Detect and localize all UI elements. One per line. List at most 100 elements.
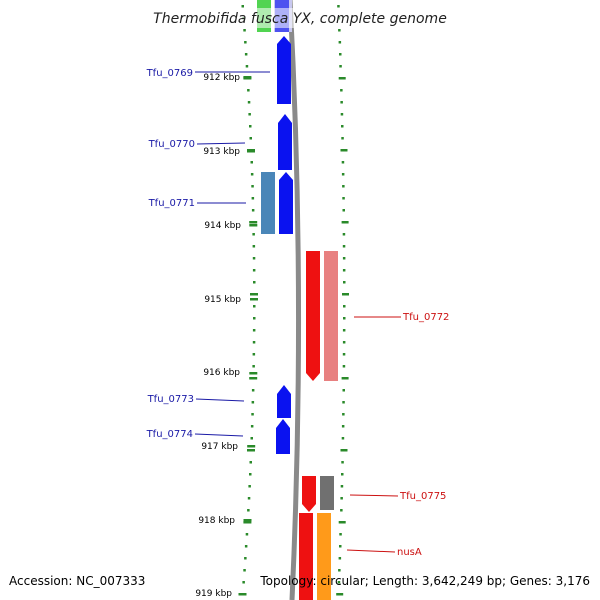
ruler-tick: [339, 545, 342, 548]
ruler-tick: [340, 149, 348, 152]
ruler-tick: [343, 317, 346, 320]
gene-block-nusa[interactable]: [299, 513, 313, 600]
ruler-left: [238, 5, 258, 596]
gene-label-tfu-0773[interactable]: Tfu_0773: [147, 394, 194, 405]
gene-block-tfu-0775-homolog[interactable]: [320, 476, 334, 510]
gene-label-tfu-0772[interactable]: Tfu_0772: [402, 312, 449, 323]
ruler-tick: [340, 485, 344, 488]
ruler-tick: [249, 461, 252, 464]
ruler-labels: 912 kbp 913 kbp 914 kbp 915 kbp 916 kbp …: [195, 73, 241, 599]
gene-arrow-tfu-0773[interactable]: [277, 385, 291, 418]
ruler-label-919: 919 kbp: [195, 589, 232, 599]
gene-block-tfu-0772-homolog[interactable]: [324, 251, 338, 381]
ruler-tick: [249, 221, 258, 224]
gene-arrow-tfu-0775[interactable]: [302, 476, 316, 512]
ruler-tick: [249, 137, 252, 140]
gene-block-tfu-0771-homolog[interactable]: [261, 172, 275, 234]
ruler-tick: [252, 257, 256, 260]
genome-summary-text: Topology: circular; Length: 3,642,249 bp…: [260, 574, 590, 588]
ruler-tick: [342, 389, 345, 392]
ruler-major-tick: [250, 298, 258, 301]
ruler-tick: [341, 473, 344, 476]
ruler-tick: [252, 365, 255, 368]
ruler-tick: [341, 461, 344, 464]
leader-tfu-0774: [194, 433, 244, 437]
gene-label-nusa[interactable]: nusA: [397, 547, 422, 558]
ruler-tick: [250, 437, 253, 440]
map-title: Thermobifida fusca YX, complete genome: [153, 11, 447, 27]
ruler-tick: [247, 101, 251, 104]
ruler-major-tick: [243, 519, 252, 522]
ruler-tick: [247, 509, 250, 512]
ruler-label-913: 913 kbp: [203, 147, 240, 157]
ruler-major-tick: [249, 224, 258, 227]
ruler-tick: [250, 293, 258, 296]
gene-arrow-tfu-0772[interactable]: [306, 251, 320, 381]
gene-label-tfu-0770[interactable]: Tfu_0770: [148, 139, 195, 150]
ruler-tick: [342, 245, 346, 248]
gene-arrow-tfu-0771[interactable]: [279, 172, 293, 234]
gene-arrow-tfu-0769[interactable]: [277, 36, 291, 104]
ruler-tick: [252, 245, 256, 248]
ruler-tick: [245, 533, 249, 536]
ruler-tick: [341, 437, 345, 440]
ruler-tick: [340, 89, 343, 92]
ruler-tick: [340, 101, 343, 104]
ruler-tick: [243, 521, 252, 524]
ruler-tick: [252, 353, 256, 356]
ruler-tick: [244, 545, 248, 548]
ruler-label-912: 912 kbp: [203, 73, 240, 83]
ruler-tick: [342, 233, 346, 236]
ruler-tick: [339, 533, 342, 536]
ruler-tick: [251, 209, 255, 212]
ruler-tick: [244, 53, 248, 56]
ruler-tick: [252, 329, 256, 332]
ruler-tick: [342, 257, 346, 260]
ruler-tick: [251, 185, 254, 188]
ruler-major-tick: [243, 76, 252, 79]
title-backdrop: [150, 8, 450, 28]
ruler-label-917: 917 kbp: [201, 442, 238, 452]
ruler-tick: [243, 569, 246, 572]
gene-label-tfu-0769[interactable]: Tfu_0769: [146, 68, 193, 79]
ruler-tick: [340, 449, 348, 452]
ruler-tick: [249, 377, 258, 380]
ruler-tick: [250, 425, 254, 428]
ruler-tick: [338, 77, 346, 80]
ruler-major-tick: [249, 372, 258, 375]
ruler-tick: [247, 449, 255, 452]
gene-label-tfu-0775[interactable]: Tfu_0775: [399, 491, 446, 502]
ruler-tick: [341, 161, 345, 164]
ruler-tick: [247, 497, 251, 500]
ruler-tick: [251, 197, 255, 200]
ruler-tick: [248, 485, 251, 488]
ruler-tick: [342, 365, 346, 368]
ruler-tick: [250, 173, 254, 176]
gene-block-nusa-homolog[interactable]: [317, 513, 331, 600]
ruler-tick: [342, 353, 346, 356]
ruler-tick: [338, 41, 342, 44]
gene-label-tfu-0771[interactable]: Tfu_0771: [148, 198, 195, 209]
ruler-label-916: 916 kbp: [203, 368, 240, 378]
ruler-tick: [340, 509, 343, 512]
ruler-tick: [249, 473, 252, 476]
gene-arrow-tfu-0770[interactable]: [278, 114, 292, 170]
ruler-tick: [341, 173, 345, 176]
ruler-tick: [341, 137, 344, 140]
genome-backbone: [287, 0, 302, 600]
ruler-tick: [341, 221, 349, 224]
gene-label-tfu-0774[interactable]: Tfu_0774: [146, 429, 193, 440]
ruler-tick: [244, 41, 247, 44]
ruler-major-tick: [247, 445, 256, 448]
ruler-major-tick: [238, 593, 247, 596]
ruler-tick: [250, 161, 253, 164]
gene-arrow-tfu-0774[interactable]: [276, 419, 290, 454]
leader-tfu-0770: [196, 142, 246, 145]
ruler-tick: [248, 113, 251, 116]
ruler-tick: [340, 497, 343, 500]
ruler-tick: [341, 377, 349, 380]
ruler-tick: [253, 281, 256, 284]
ruler-tick: [341, 125, 344, 128]
ruler-tick: [249, 125, 252, 128]
leader-nusa: [346, 549, 396, 553]
